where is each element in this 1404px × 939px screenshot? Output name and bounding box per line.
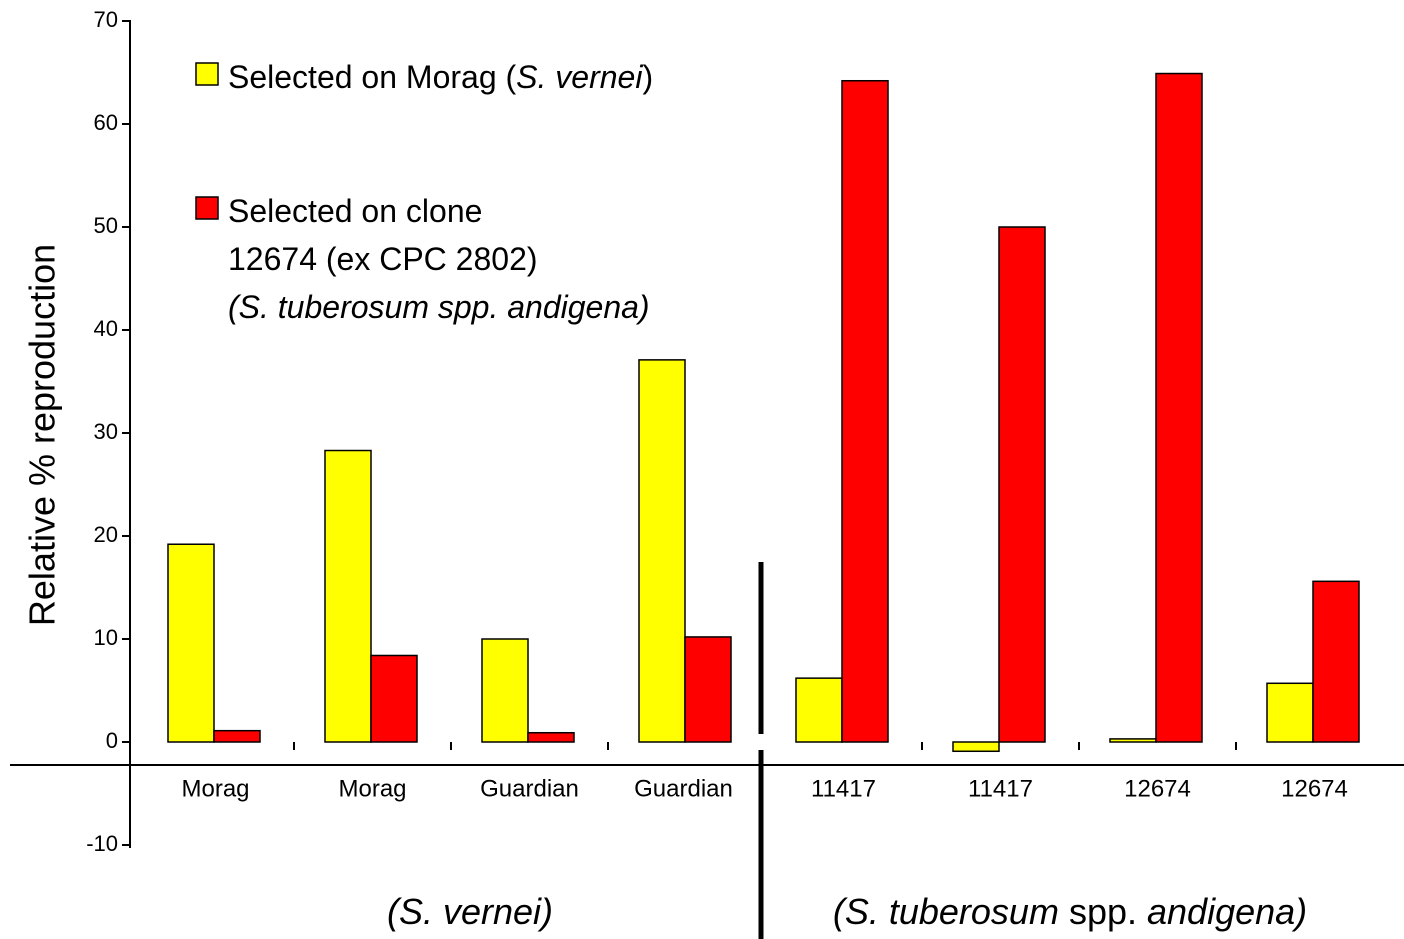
y-tick-label: -10 <box>86 831 118 856</box>
text-segment: ) <box>642 59 653 95</box>
y-tick-label: 40 <box>94 316 118 341</box>
bar <box>998 226 1046 743</box>
x-tick-label: Guardian <box>634 775 733 802</box>
bar <box>324 449 372 743</box>
bar <box>370 654 418 743</box>
bar <box>1312 580 1360 743</box>
legend-swatch <box>195 62 219 86</box>
bar <box>1266 682 1314 743</box>
bar <box>1109 738 1157 743</box>
y-tick-label: 50 <box>94 213 118 238</box>
x-tick-label: 12674 <box>1281 775 1348 802</box>
legend-swatch <box>195 196 219 220</box>
text-segment: Selected on Morag ( <box>228 59 517 95</box>
bar <box>684 636 732 743</box>
legend-label: (S. tuberosum spp. andigena) <box>228 289 650 325</box>
x-tick-label: 11417 <box>968 775 1033 802</box>
y-tick-label: 70 <box>94 7 118 32</box>
bar <box>952 741 1000 753</box>
text-segment: (S. tuberosum spp. andigena) <box>228 289 650 325</box>
legend-label: Selected on clone <box>228 193 482 229</box>
y-axis-label: Relative % reproduction <box>22 244 63 626</box>
bar <box>795 677 843 743</box>
legend-label: 12674 (ex CPC 2802) <box>228 241 538 277</box>
text-segment: 12674 (ex CPC 2802) <box>228 241 538 277</box>
y-tick-label: 20 <box>94 522 118 547</box>
bar <box>638 359 686 743</box>
y-tick-label: 10 <box>94 625 118 650</box>
bar <box>841 79 889 743</box>
text-segment: S. vernei <box>516 59 643 95</box>
bar <box>481 638 529 743</box>
bar <box>1155 72 1203 743</box>
text-segment: (S. tuberosum <box>833 891 1059 932</box>
legend-label: Selected on Morag (S. vernei) <box>228 59 653 95</box>
bar <box>167 543 215 743</box>
x-tick-label: Morag <box>181 775 249 802</box>
y-tick-label: 60 <box>94 110 118 135</box>
x-tick-label: 11417 <box>811 775 876 802</box>
annotation: (S. tuberosum spp. andigena) <box>833 891 1307 932</box>
text-segment: Selected on clone <box>228 193 482 229</box>
y-tick-label: 30 <box>94 419 118 444</box>
x-tick-label: Guardian <box>480 775 579 802</box>
bar <box>527 731 575 743</box>
annotation: (S. vernei) <box>387 891 553 932</box>
text-segment: andigena) <box>1147 891 1307 932</box>
x-tick-label: 12674 <box>1124 775 1191 802</box>
x-tick-label: Morag <box>338 775 406 802</box>
text-segment: (S. vernei) <box>387 891 553 932</box>
text-segment: spp. <box>1059 891 1147 932</box>
y-tick-label: 0 <box>106 728 118 753</box>
bar <box>213 729 261 743</box>
